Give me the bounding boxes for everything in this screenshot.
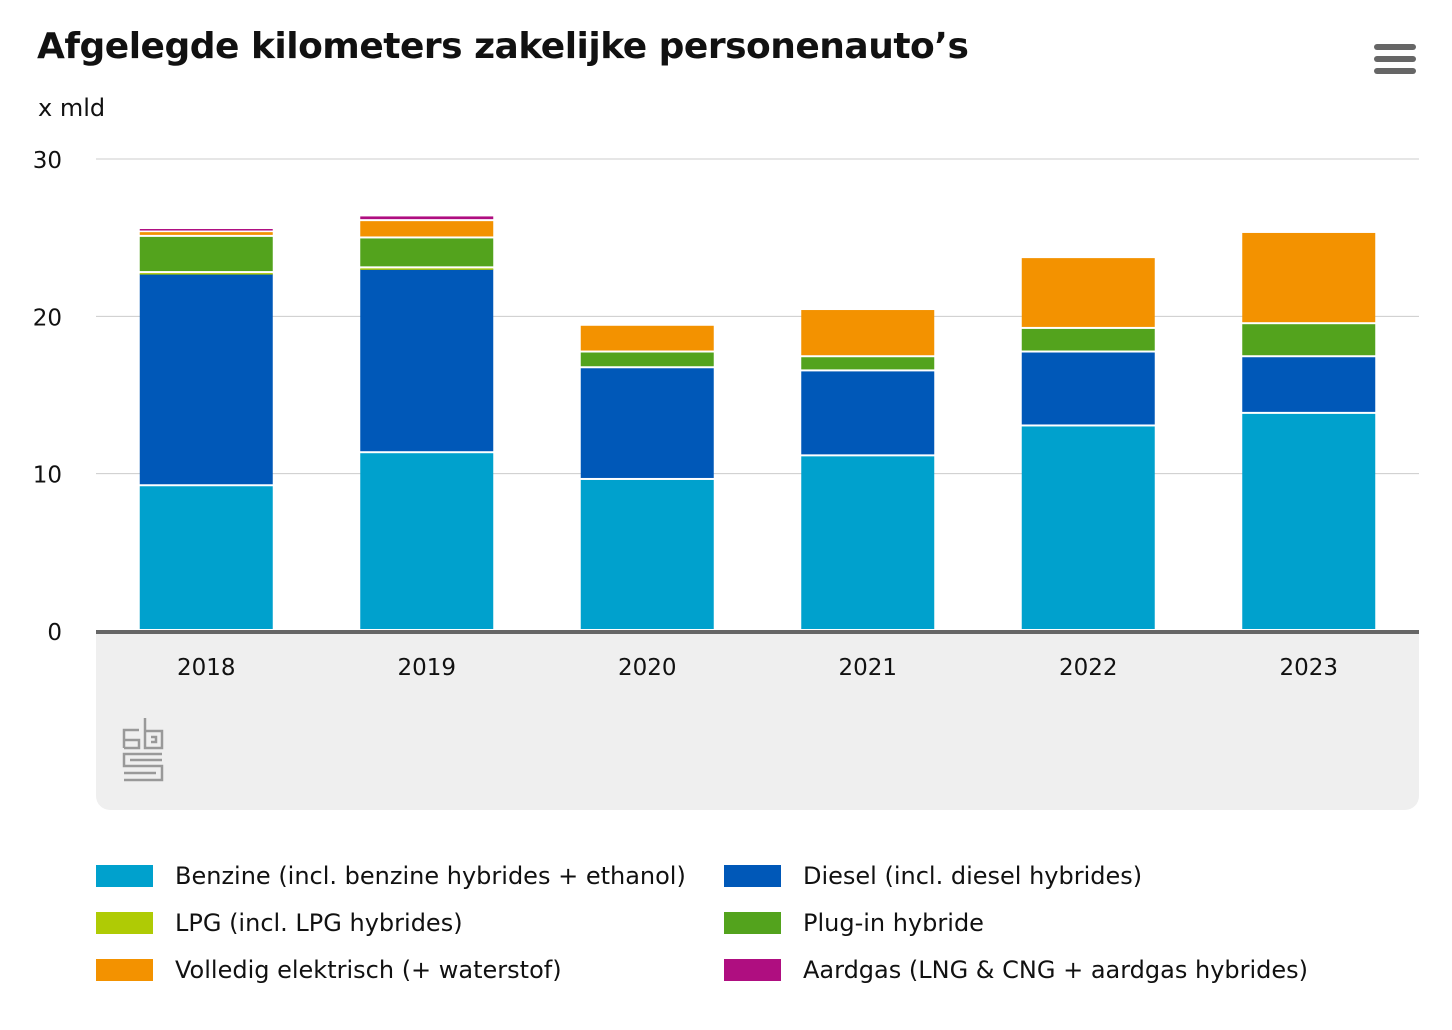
bar-segment	[1242, 232, 1376, 323]
menu-icon[interactable]	[1374, 44, 1416, 76]
legend-swatch	[96, 959, 153, 981]
bar-segment	[1242, 413, 1376, 629]
legend-label: Aardgas (LNG & CNG + aardgas hybrides)	[803, 956, 1309, 984]
bar-segment	[139, 273, 273, 275]
bar-segment	[580, 352, 714, 367]
bar-segment	[139, 273, 273, 485]
bar-segment	[1021, 426, 1155, 629]
cbs-logo	[122, 718, 164, 782]
bar-segment	[139, 232, 273, 235]
x-tick-label: 2021	[838, 655, 897, 681]
bar-segment	[360, 268, 494, 270]
x-tick-label: 2019	[397, 655, 456, 681]
chart-title: Afgelegde kilometers zakelijke personena…	[37, 26, 969, 67]
y-tick-label: 20	[33, 305, 62, 331]
bar-segment	[801, 371, 935, 455]
bar-segment	[801, 456, 935, 629]
bar-segment	[801, 310, 935, 356]
bar-segment	[1021, 352, 1155, 425]
legend-swatch	[724, 912, 781, 934]
bar-segment	[139, 486, 273, 629]
chart: 0 10 20 30 2018 2019 2020 2021 2022 2023	[33, 148, 1419, 810]
bar-segment	[801, 357, 935, 370]
y-axis-unit: x mld	[38, 94, 106, 122]
bar-segment	[360, 216, 494, 220]
y-tick-label: 30	[33, 148, 62, 174]
legend-swatch	[96, 912, 153, 934]
bar-segment	[1021, 258, 1155, 327]
bar-segment	[1242, 357, 1376, 412]
legend-label: Diesel (incl. diesel hybrides)	[803, 862, 1143, 890]
legend-item[interactable]: Volledig elektrisch (+ waterstof)	[96, 956, 562, 984]
bar-segment	[1242, 324, 1376, 356]
bar-segment	[139, 236, 273, 272]
bar-segment	[360, 238, 494, 267]
bar-segment	[580, 479, 714, 629]
x-tick-label: 2018	[177, 655, 236, 681]
legend-item[interactable]: Aardgas (LNG & CNG + aardgas hybrides)	[724, 956, 1308, 984]
bar-segment	[1021, 328, 1155, 351]
x-tick-label: 2020	[618, 655, 677, 681]
legend-item[interactable]: LPG (incl. LPG hybrides)	[96, 909, 463, 937]
legend-item[interactable]: Benzine (incl. benzine hybrides + ethano…	[96, 862, 686, 890]
legend-swatch	[724, 865, 781, 887]
legend-item[interactable]: Diesel (incl. diesel hybrides)	[724, 862, 1142, 890]
bar-segment	[360, 269, 494, 452]
legend-label: LPG (incl. LPG hybrides)	[175, 909, 463, 937]
y-tick-label: 0	[47, 620, 62, 646]
legend-swatch	[96, 865, 153, 887]
bar-segment	[139, 229, 273, 231]
x-tick-label: 2023	[1279, 655, 1338, 681]
y-tick-label: 10	[33, 463, 62, 489]
x-axis-area	[96, 633, 1419, 810]
legend-label: Plug-in hybride	[803, 909, 984, 937]
bar-segment	[360, 453, 494, 629]
legend-label: Volledig elektrisch (+ waterstof)	[175, 956, 562, 984]
bar-segment	[360, 221, 494, 237]
legend-item[interactable]: Plug-in hybride	[724, 909, 984, 937]
legend-swatch	[724, 959, 781, 981]
bar-segment	[580, 368, 714, 478]
x-tick-label: 2022	[1059, 655, 1118, 681]
bar-segment	[580, 325, 714, 351]
legend-label: Benzine (incl. benzine hybrides + ethano…	[175, 862, 686, 890]
